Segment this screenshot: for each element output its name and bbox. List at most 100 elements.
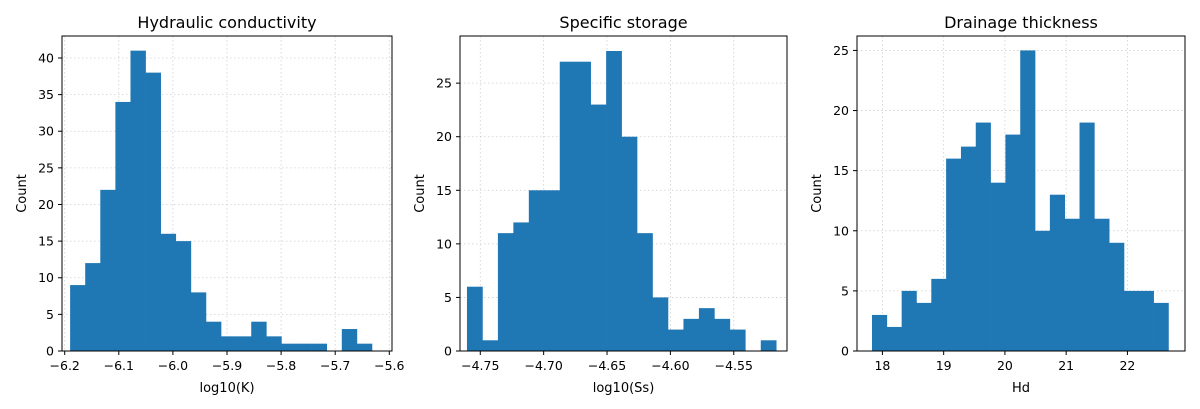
histogram-bar xyxy=(1020,50,1036,351)
histogram-bar xyxy=(482,340,499,351)
x-tick-label: −5.6 xyxy=(374,358,404,373)
histogram-bar xyxy=(575,61,591,351)
x-axis-label: log10(Ss) xyxy=(593,381,655,396)
y-axis-label: Count xyxy=(413,174,428,213)
y-tick-label: 20 xyxy=(833,103,849,118)
histogram-bar xyxy=(714,318,731,351)
x-tick-label: 21 xyxy=(1058,358,1074,373)
y-tick-label: 5 xyxy=(444,290,452,305)
x-tick-label: −4.65 xyxy=(588,358,626,373)
y-tick-label: 0 xyxy=(444,344,452,359)
histogram-bar xyxy=(528,190,545,351)
histogram-bar xyxy=(667,329,684,351)
y-tick-label: 20 xyxy=(436,129,452,144)
x-tick-label: −6.1 xyxy=(104,358,134,373)
histogram-bar xyxy=(1049,194,1066,351)
x-axis-label: Hd xyxy=(1012,381,1030,396)
y-tick-label: 20 xyxy=(38,197,54,212)
y-tick-label: 10 xyxy=(38,270,54,285)
x-tick-label: −5.8 xyxy=(266,358,296,373)
histogram-bar xyxy=(1109,242,1125,351)
y-tick-label: 5 xyxy=(46,307,54,322)
histogram-bar xyxy=(281,343,297,351)
x-axis-label: log10(K) xyxy=(199,381,254,396)
y-tick-label: 30 xyxy=(38,124,54,139)
histogram-bar xyxy=(544,190,561,351)
histogram-bar xyxy=(872,314,888,351)
histogram-bar xyxy=(559,61,576,351)
chart-title: Specific storage xyxy=(559,13,687,32)
y-tick-label: 10 xyxy=(436,236,452,251)
x-tick-label: −4.70 xyxy=(524,358,562,373)
y-tick-label: 35 xyxy=(38,87,54,102)
y-tick-label: 15 xyxy=(38,234,54,249)
y-tick-label: 25 xyxy=(833,43,849,58)
histogram-bar xyxy=(1005,134,1021,351)
histogram-bar xyxy=(130,50,146,352)
axes-frame xyxy=(459,35,788,352)
x-tick-label: −5.9 xyxy=(212,358,242,373)
histogram-bar xyxy=(1138,290,1154,351)
x-tick-label: −6.0 xyxy=(158,358,188,373)
x-tick-label: 20 xyxy=(997,358,1013,373)
x-tick-label: −4.55 xyxy=(715,358,753,373)
y-tick-label: 15 xyxy=(833,163,849,178)
histogram-bar xyxy=(931,278,947,351)
histogram-bar xyxy=(497,233,514,351)
histogram-bar xyxy=(145,72,161,352)
x-tick-label: −4.60 xyxy=(651,358,689,373)
y-tick-label: 25 xyxy=(38,160,54,175)
axes-frame xyxy=(856,35,1186,352)
x-tick-label: 18 xyxy=(874,358,890,373)
histogram-bar xyxy=(916,302,932,351)
chart-title: Hydraulic conductivity xyxy=(137,13,316,32)
y-tick-label: 15 xyxy=(436,183,452,198)
histogram-bar xyxy=(341,329,358,351)
histogram-bar xyxy=(190,292,207,351)
chart-panel-3: 18 19 20 21 22 0 5 10 15 20 25 Drainage thickness Hd… xyxy=(810,13,1186,396)
histogram-bar xyxy=(175,241,192,351)
chart-panel-2: −4.75 −4.70 −4.65 −4.60 −4.55 0 5 10 15 20 25 Speci… xyxy=(413,13,788,396)
histogram-bar xyxy=(1079,122,1095,352)
histogram-bar xyxy=(100,189,116,351)
y-tick-label: 40 xyxy=(38,50,54,65)
y-axis-label: Count xyxy=(15,174,30,213)
chart-title: Drainage thickness xyxy=(944,13,1098,32)
histogram-bar xyxy=(221,336,237,351)
histogram-bar xyxy=(466,286,483,351)
histogram-bar xyxy=(356,343,373,351)
histogram-bar xyxy=(946,158,962,351)
histogram-bar xyxy=(1153,302,1169,351)
histogram-bar xyxy=(236,336,252,351)
x-tick-label: −4.75 xyxy=(461,358,499,373)
histogram-bar xyxy=(296,343,312,351)
histogram-bar xyxy=(886,326,902,351)
y-tick-label: 0 xyxy=(841,344,849,359)
histogram-bar xyxy=(683,318,700,351)
y-tick-label: 25 xyxy=(436,76,452,91)
histogram-bar xyxy=(960,146,977,351)
histogram-bar xyxy=(70,285,86,351)
y-axis-label: Count xyxy=(810,174,825,213)
x-tick-label: 19 xyxy=(936,358,952,373)
x-tick-label: −5.7 xyxy=(320,358,350,373)
histogram-bar xyxy=(760,340,777,351)
histogram-bar xyxy=(901,290,917,351)
histogram-bar xyxy=(621,136,638,351)
histogram-bar xyxy=(266,336,282,351)
histogram-bar xyxy=(590,104,607,351)
histogram-bar xyxy=(606,51,622,351)
histogram-bar xyxy=(311,343,328,351)
histogram-bar xyxy=(1035,230,1051,351)
histogram-bar xyxy=(729,329,746,351)
chart-panel-1: −6.2 −6.1 −6.0 −5.9 −5.8 −5.7 −5.6 0 5 10 15 20 25 30… xyxy=(15,13,405,396)
histogram-bar xyxy=(205,321,222,351)
histogram-bar xyxy=(1123,290,1140,351)
histogram-bar xyxy=(160,233,177,351)
histogram-bar xyxy=(637,233,653,351)
x-tick-label: 22 xyxy=(1119,358,1135,373)
histogram-bar xyxy=(1064,218,1080,351)
x-tick-label: −6.2 xyxy=(50,358,80,373)
histogram-bar xyxy=(85,263,101,351)
